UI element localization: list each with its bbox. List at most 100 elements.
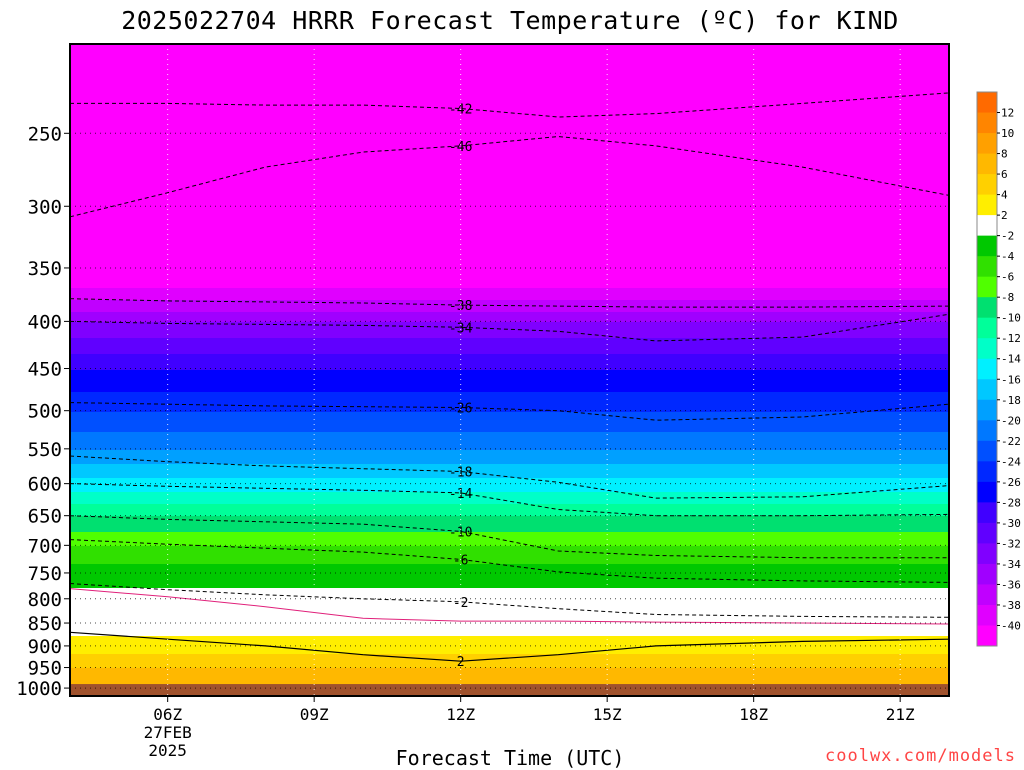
colorbar-tick-label: -6 bbox=[1001, 271, 1014, 284]
colorbar-swatch bbox=[977, 235, 997, 257]
colorbar-tick-label: -28 bbox=[1001, 496, 1021, 509]
temperature-band bbox=[70, 504, 949, 517]
credit-link[interactable]: coolwx.com/models bbox=[825, 746, 1016, 766]
colorbar-swatch bbox=[977, 461, 997, 483]
colorbar-swatch bbox=[977, 92, 997, 114]
x-tick-label: 12Z bbox=[446, 705, 475, 724]
y-tick-label: 850 bbox=[28, 613, 62, 635]
isotherm-label: -46 bbox=[449, 140, 472, 155]
isotherm-label: -2 bbox=[453, 596, 469, 611]
temperature-band bbox=[70, 492, 949, 505]
colorbar-swatch bbox=[977, 481, 997, 503]
temperature-band bbox=[70, 588, 949, 637]
temperature-band bbox=[70, 532, 949, 547]
isotherm-label: -42 bbox=[449, 103, 472, 118]
colorbar-tick-label: -30 bbox=[1001, 517, 1021, 530]
colorbar-swatch bbox=[977, 133, 997, 155]
isotherm-label: -34 bbox=[449, 321, 473, 336]
temperature-band bbox=[70, 312, 949, 323]
y-tick-label: 800 bbox=[28, 589, 62, 611]
isotherm-line bbox=[69, 135, 950, 218]
colorbar-tick-label: -24 bbox=[1001, 455, 1021, 468]
x-tick-sublabel: 27FEB bbox=[144, 723, 192, 742]
temperature-band bbox=[70, 516, 949, 533]
y-tick-label: 350 bbox=[28, 258, 62, 280]
x-tick-label: 21Z bbox=[886, 705, 915, 724]
chart-title: 2025022704 HRRR Forecast Temperature (ºC… bbox=[121, 6, 899, 35]
colorbar-tick-label: -22 bbox=[1001, 435, 1021, 448]
temperature-band bbox=[70, 432, 949, 451]
colorbar-tick-label: 4 bbox=[1001, 189, 1008, 202]
y-tick-label: 700 bbox=[28, 535, 62, 557]
y-tick-label: 950 bbox=[28, 658, 62, 680]
isotherm-line bbox=[69, 588, 950, 625]
x-tick-label: 15Z bbox=[593, 705, 622, 724]
isotherm-label: -10 bbox=[449, 525, 472, 540]
temperature-band bbox=[70, 412, 949, 433]
isotherm-label: 2 bbox=[457, 655, 465, 670]
y-tick-label: 650 bbox=[28, 506, 62, 528]
y-tick-label: 1000 bbox=[16, 678, 62, 700]
colorbar-tick-label: -10 bbox=[1001, 312, 1021, 325]
colorbar-swatch bbox=[977, 543, 997, 565]
colorbar-tick-label: -4 bbox=[1001, 250, 1015, 263]
temperature-band bbox=[70, 392, 949, 413]
surface-ground bbox=[70, 684, 949, 696]
colorbar-swatch bbox=[977, 358, 997, 380]
colorbar-tick-label: -18 bbox=[1001, 394, 1021, 407]
colorbar-swatch bbox=[977, 584, 997, 606]
temperature-band bbox=[70, 546, 949, 565]
temperature-band bbox=[70, 44, 949, 289]
colorbar-swatch bbox=[977, 420, 997, 442]
isotherm-label: -26 bbox=[449, 401, 472, 416]
y-tick-label: 250 bbox=[28, 123, 62, 145]
colorbar-swatch bbox=[977, 502, 997, 524]
colorbar-swatch bbox=[977, 297, 997, 319]
colorbar-swatch bbox=[977, 399, 997, 421]
temperature-band bbox=[70, 354, 949, 371]
temperature-band bbox=[70, 564, 949, 589]
isotherm-label: -38 bbox=[449, 299, 472, 314]
temperature-band bbox=[70, 478, 949, 493]
temperature-band bbox=[70, 654, 949, 669]
colorbar-swatch bbox=[977, 379, 997, 401]
colorbar-tick-label: 12 bbox=[1001, 107, 1014, 120]
colorbar-tick-label: -8 bbox=[1001, 291, 1014, 304]
colorbar-swatch bbox=[977, 153, 997, 175]
colorbar-swatch bbox=[977, 625, 997, 647]
isotherm-line bbox=[69, 631, 950, 662]
y-tick-label: 900 bbox=[28, 636, 62, 658]
temperature-band bbox=[70, 322, 949, 339]
colorbar-swatch bbox=[977, 174, 997, 196]
colorbar-tick-label: 8 bbox=[1001, 148, 1008, 161]
temperature-band bbox=[70, 288, 949, 301]
x-tick-label: 18Z bbox=[739, 705, 768, 724]
plot-frame bbox=[69, 43, 950, 697]
colorbar-tick-label: -36 bbox=[1001, 578, 1021, 591]
x-tick-label: 09Z bbox=[300, 705, 329, 724]
colorbar-tick-label: -32 bbox=[1001, 537, 1021, 550]
colorbar-swatch bbox=[977, 522, 997, 544]
colorbar-tick-label: -38 bbox=[1001, 599, 1021, 612]
colorbar-swatch bbox=[977, 440, 997, 462]
temperature-band bbox=[70, 300, 949, 313]
isotherm-label: -18 bbox=[449, 465, 472, 480]
colorbar-swatch bbox=[977, 112, 997, 134]
x-tick-label: 06Z bbox=[153, 705, 182, 724]
x-tick-sublabel: 2025 bbox=[148, 741, 187, 760]
colorbar-tick-label: -20 bbox=[1001, 414, 1021, 427]
colorbar-swatch bbox=[977, 215, 997, 237]
colorbar-tick-label: 6 bbox=[1001, 168, 1008, 181]
y-tick-label: 450 bbox=[28, 359, 62, 381]
colorbar-frame bbox=[976, 91, 998, 647]
y-tick-label: 600 bbox=[28, 474, 62, 496]
y-tick-label: 550 bbox=[28, 439, 62, 461]
y-tick-label: 400 bbox=[28, 311, 62, 333]
colorbar-tick-label: -16 bbox=[1001, 373, 1021, 386]
y-tick-label: 750 bbox=[28, 563, 62, 585]
colorbar-tick-label: -2 bbox=[1001, 230, 1014, 243]
temperature-band bbox=[70, 464, 949, 479]
temperature-band bbox=[70, 636, 949, 655]
colorbar-tick-label: -14 bbox=[1001, 353, 1021, 366]
temperature-band bbox=[70, 450, 949, 465]
